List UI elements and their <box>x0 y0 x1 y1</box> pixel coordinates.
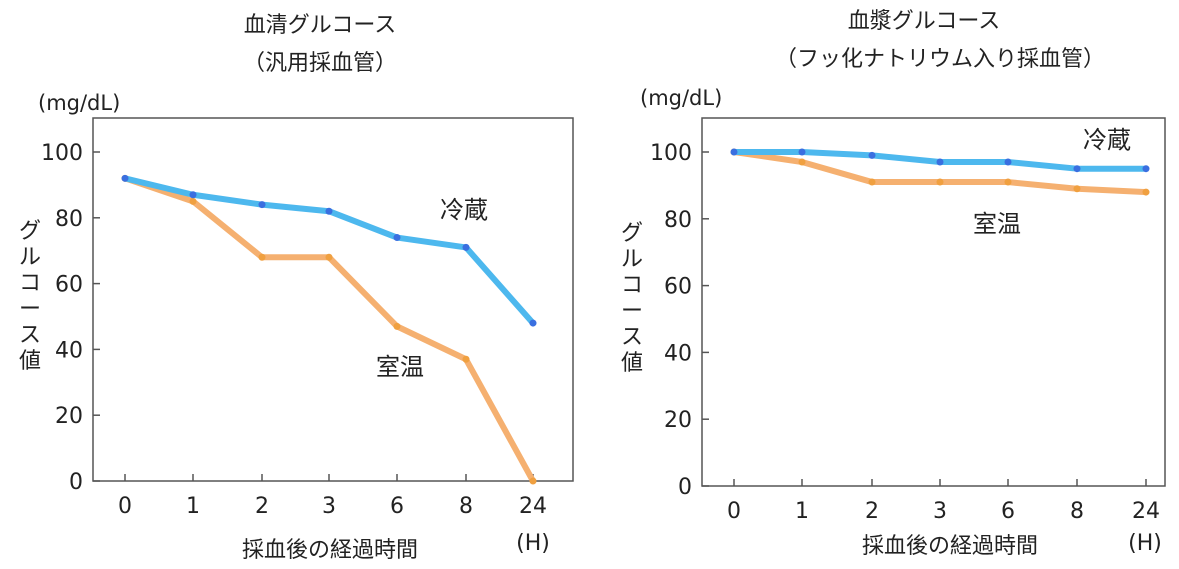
data-point <box>730 148 738 156</box>
data-point <box>393 322 401 330</box>
x-tick-label: 3 <box>933 499 947 524</box>
y-axis-label: グルコース値 <box>621 221 643 376</box>
data-point <box>258 253 266 261</box>
x-tick-label: 24 <box>519 494 547 519</box>
x-tick-label: 2 <box>255 494 269 519</box>
x-tick-label: 1 <box>186 494 200 519</box>
y-tick-label: 40 <box>55 338 83 363</box>
data-point <box>798 158 806 166</box>
x-tick-label: 3 <box>322 494 336 519</box>
data-point <box>121 174 129 182</box>
data-point <box>868 178 876 186</box>
y-unit-label: (mg/dL) <box>640 86 722 110</box>
series-label: 冷蔵 <box>1083 126 1131 154</box>
data-point <box>1004 158 1012 166</box>
x-tick-label: 1 <box>795 499 809 524</box>
y-tick-label: 100 <box>41 141 83 166</box>
data-point <box>868 151 876 159</box>
y-tick-label: 0 <box>678 475 692 500</box>
x-unit-label: (H) <box>516 531 550 556</box>
y-tick-label: 60 <box>664 275 692 300</box>
data-point <box>529 477 537 485</box>
data-point <box>1004 178 1012 186</box>
data-point <box>325 253 333 261</box>
x-unit-label: (H) <box>1128 531 1162 556</box>
x-tick-label: 6 <box>390 494 404 519</box>
y-tick-label: 0 <box>69 470 83 495</box>
x-axis-label: 採血後の経過時間 <box>862 534 1038 559</box>
x-tick-label: 8 <box>1070 499 1084 524</box>
chart-plasma: 血漿グルコース （フッ化ナトリウム入り採血管） (mg/dL) 採血後の経過時間… <box>621 9 1166 559</box>
y-axis-label: グルコース値 <box>19 219 41 374</box>
plot-frame <box>92 117 574 482</box>
chart-title: 血清グルコース <box>244 13 396 38</box>
y-tick-label: 20 <box>664 408 692 433</box>
data-point <box>936 178 944 186</box>
y-tick-label: 60 <box>55 273 83 298</box>
y-tick-label: 100 <box>650 141 692 166</box>
data-point <box>462 355 470 363</box>
x-tick-label: 0 <box>118 494 132 519</box>
series-label: 室温 <box>376 353 424 381</box>
data-point <box>936 158 944 166</box>
x-tick-label: 24 <box>1132 499 1160 524</box>
chart-subtitle: （フッ化ナトリウム入り採血管） <box>775 47 1105 72</box>
x-tick-label: 2 <box>865 499 879 524</box>
y-tick-label: 40 <box>664 341 692 366</box>
data-point <box>462 243 470 251</box>
x-tick-label: 0 <box>727 499 741 524</box>
plot-frame <box>701 117 1166 487</box>
data-point <box>325 207 333 215</box>
data-point <box>798 148 806 156</box>
x-tick-label: 8 <box>459 494 473 519</box>
y-tick-label: 20 <box>55 404 83 429</box>
data-point <box>1142 165 1150 173</box>
data-point <box>1142 188 1150 196</box>
series-line-room-temp <box>731 149 1149 196</box>
data-point <box>393 234 401 242</box>
y-tick-label: 80 <box>55 207 83 232</box>
x-axis-label: 採血後の経過時間 <box>242 538 418 563</box>
data-point <box>189 197 197 205</box>
chart-title: 血漿グルコース <box>848 9 1000 34</box>
y-tick-label: 80 <box>664 208 692 233</box>
series-label: 室温 <box>973 210 1021 238</box>
data-point <box>189 191 197 199</box>
chart-serum: 血清グルコース （汎用採血管） (mg/dL) 採血後の経過時間 (H) 020… <box>19 13 574 563</box>
data-point <box>1073 165 1081 173</box>
chart-panel-serum: 血清グルコース （汎用採血管） (mg/dL) 採血後の経過時間 (H) 0 20… <box>0 0 585 569</box>
chart-subtitle: （汎用採血管） <box>243 51 397 76</box>
y-unit-label: (mg/dL) <box>38 91 120 115</box>
data-point <box>1073 185 1081 193</box>
data-point <box>529 319 537 327</box>
series-label: 冷蔵 <box>440 196 488 224</box>
chart-panel-plasma: 血漿グルコース （フッ化ナトリウム入り採血管） (mg/dL) 採血後の経過時間… <box>594 0 1179 569</box>
x-tick-label: 6 <box>1001 499 1015 524</box>
data-point <box>258 201 266 209</box>
